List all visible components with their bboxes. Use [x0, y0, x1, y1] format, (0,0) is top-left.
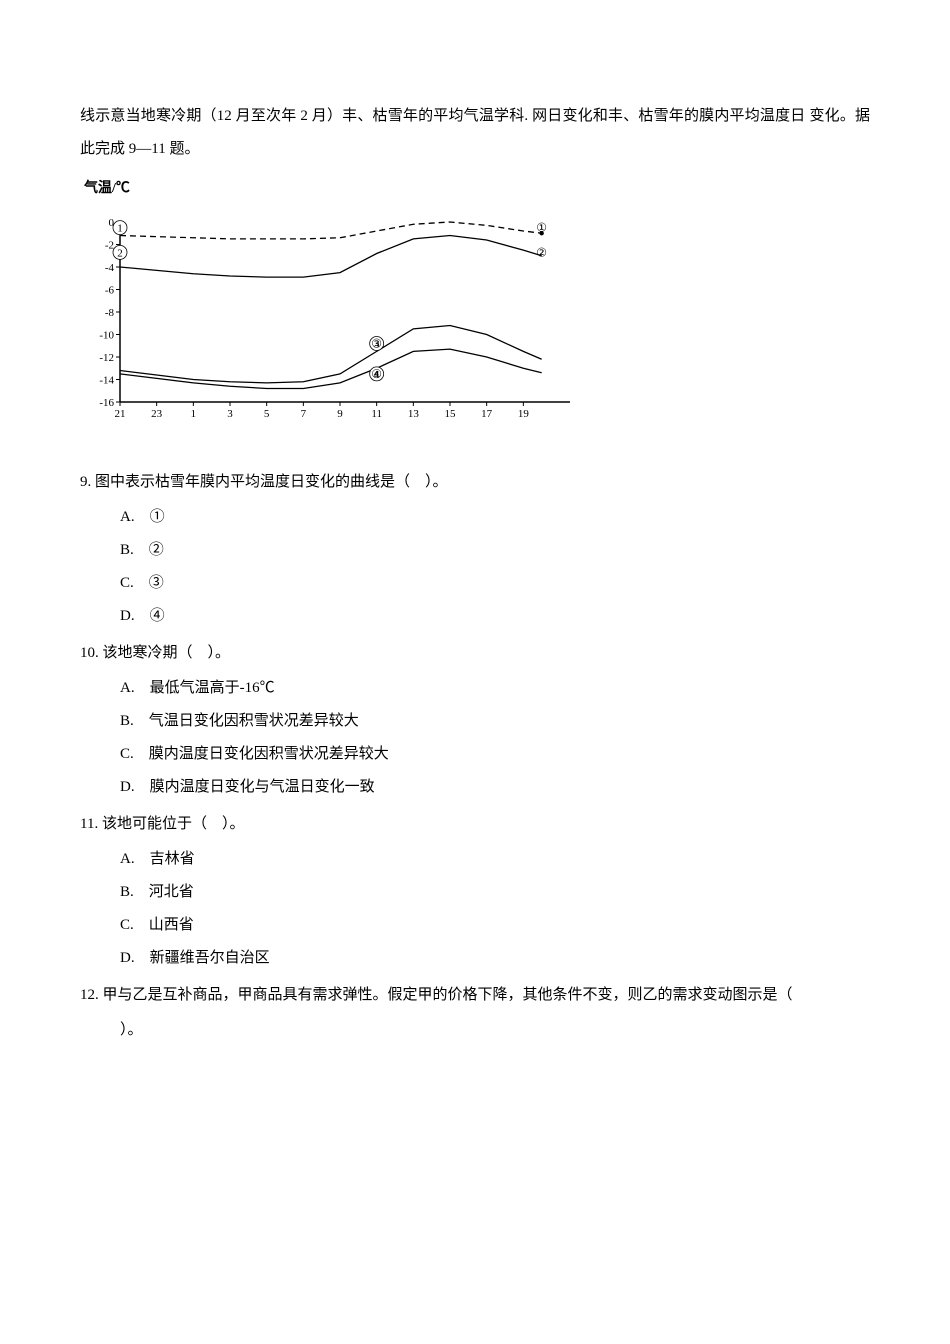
q12-num: 12.: [80, 987, 99, 1003]
svg-text:-14: -14: [99, 374, 114, 386]
chart-svg: 0-2-4-6-8-10-12-14-162123135791113151719…: [80, 207, 570, 437]
svg-text:17: 17: [481, 408, 493, 420]
q10-num: 10.: [80, 645, 99, 661]
q9-opt-a: A. ①: [120, 501, 870, 534]
svg-text:19: 19: [518, 408, 530, 420]
q9-text: 9. 图中表示枯雪年膜内平均温度日变化的曲线是（ ）。: [80, 466, 870, 499]
svg-text:13: 13: [408, 408, 420, 420]
q10-stem: 该地寒冷期（ ）。: [103, 645, 231, 661]
svg-text:7: 7: [301, 408, 307, 420]
chart-y-title: 气温/℃: [84, 174, 870, 205]
intro-paragraph: 线示意当地寒冷期（12 月至次年 2 月）丰、枯雪年的平均气温学科. 网日变化和…: [80, 100, 870, 166]
svg-text:11: 11: [371, 408, 382, 420]
q12-closing: ）。: [80, 1014, 870, 1047]
question-11: 11. 该地可能位于（ ）。 A. 吉林省 B. 河北省 C. 山西省 D. 新…: [80, 808, 870, 975]
svg-text:2: 2: [117, 247, 123, 259]
svg-text:③: ③: [371, 336, 382, 350]
q9-opt-b: B. ②: [120, 534, 870, 567]
svg-text:-12: -12: [99, 352, 114, 364]
temperature-chart: 气温/℃ 0-2-4-6-8-10-12-14-1621231357911131…: [80, 174, 870, 450]
svg-text:-16: -16: [99, 397, 114, 409]
svg-text:-4: -4: [105, 262, 115, 274]
intro-line1: 线示意当地寒冷期（12 月至次年 2 月）丰、枯雪年的平均气温学科. 网日变化和…: [80, 108, 805, 124]
q11-options: A. 吉林省 B. 河北省 C. 山西省 D. 新疆维吾尔自治区: [80, 843, 870, 975]
q11-stem: 该地可能位于（ ）。: [102, 816, 245, 832]
q12-stem: 甲与乙是互补商品，甲商品具有需求弹性。假定甲的价格下降，其他条件不变，则乙的需求…: [103, 987, 793, 1003]
q9-num: 9.: [80, 474, 91, 490]
svg-text:④: ④: [371, 367, 382, 381]
svg-text:②: ②: [536, 245, 547, 259]
svg-text:-2: -2: [105, 239, 114, 251]
q9-opt-d: D. ④: [120, 600, 870, 633]
q12-text: 12. 甲与乙是互补商品，甲商品具有需求弹性。假定甲的价格下降，其他条件不变，则…: [80, 979, 870, 1012]
q10-opt-c: C. 膜内温度日变化因积雪状况差异较大: [120, 738, 870, 771]
q9-opt-c: C. ③: [120, 567, 870, 600]
q10-opt-d: D. 膜内温度日变化与气温日变化一致: [120, 771, 870, 804]
svg-text:-6: -6: [105, 284, 115, 296]
svg-text:5: 5: [264, 408, 270, 420]
q11-text: 11. 该地可能位于（ ）。: [80, 808, 870, 841]
q10-text: 10. 该地寒冷期（ ）。: [80, 637, 870, 670]
svg-text:9: 9: [337, 408, 343, 420]
q11-opt-c: C. 山西省: [120, 909, 870, 942]
svg-text:21: 21: [115, 408, 126, 420]
q12-stem2: ）。: [120, 1022, 143, 1038]
q11-opt-d: D. 新疆维吾尔自治区: [120, 942, 870, 975]
q10-opt-a: A. 最低气温高于-16℃: [120, 672, 870, 705]
svg-text:-10: -10: [99, 329, 114, 341]
svg-text:3: 3: [227, 408, 233, 420]
q10-opt-b: B. 气温日变化因积雪状况差异较大: [120, 705, 870, 738]
svg-text:-8: -8: [105, 307, 115, 319]
question-12: 12. 甲与乙是互补商品，甲商品具有需求弹性。假定甲的价格下降，其他条件不变，则…: [80, 979, 870, 1047]
svg-text:15: 15: [445, 408, 457, 420]
svg-text:1: 1: [191, 408, 197, 420]
question-10: 10. 该地寒冷期（ ）。 A. 最低气温高于-16℃ B. 气温日变化因积雪状…: [80, 637, 870, 804]
q11-opt-a: A. 吉林省: [120, 843, 870, 876]
q9-options: A. ① B. ② C. ③ D. ④: [80, 501, 870, 633]
q10-options: A. 最低气温高于-16℃ B. 气温日变化因积雪状况差异较大 C. 膜内温度日…: [80, 672, 870, 804]
q11-num: 11.: [80, 816, 98, 832]
question-9: 9. 图中表示枯雪年膜内平均温度日变化的曲线是（ ）。 A. ① B. ② C.…: [80, 466, 870, 633]
q9-stem: 图中表示枯雪年膜内平均温度日变化的曲线是（ ）。: [95, 474, 448, 490]
svg-text:23: 23: [151, 408, 163, 420]
svg-text:1: 1: [117, 222, 123, 234]
q11-opt-b: B. 河北省: [120, 876, 870, 909]
svg-text:①: ①: [536, 220, 547, 234]
